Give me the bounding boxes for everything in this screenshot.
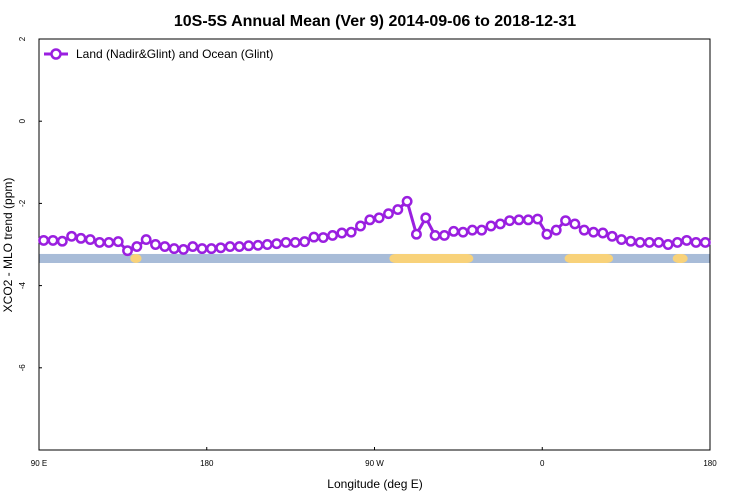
data-point — [588, 226, 599, 238]
data-point — [299, 236, 311, 248]
data-point — [355, 220, 366, 232]
data-point — [373, 212, 385, 224]
data-point — [47, 234, 59, 246]
y-axis: 2 0 -2 -4 -6 — [18, 36, 42, 371]
data-point — [289, 236, 301, 248]
y-tick-label: -4 — [18, 281, 27, 289]
x-tick-label: 90 E — [31, 459, 47, 468]
data-point — [560, 215, 571, 227]
data-point — [243, 240, 255, 252]
data-point — [168, 243, 180, 255]
data-point — [364, 214, 376, 226]
data-point — [140, 234, 152, 246]
data-point — [699, 236, 711, 248]
data-point — [494, 218, 506, 230]
chart-title: 10S-5S Annual Mean (Ver 9) 2014-09-06 to… — [174, 13, 576, 30]
x-axis: 90 E 180 90 W 0 180 — [31, 447, 717, 468]
data-point — [131, 241, 143, 253]
x-tick-label: 180 — [200, 459, 214, 468]
data-point — [457, 226, 469, 238]
x-axis-label: Longitude (deg E) — [327, 477, 422, 491]
data-point — [122, 245, 133, 257]
data-point — [112, 236, 124, 248]
data-point — [616, 234, 627, 246]
data-point — [550, 224, 562, 236]
data-point — [308, 231, 320, 243]
data-point — [597, 227, 609, 239]
map-land-patch — [389, 253, 474, 263]
data-point — [327, 230, 339, 241]
map-land-patch — [672, 253, 688, 263]
data-point — [671, 236, 683, 248]
y-tick-label: -6 — [18, 364, 27, 372]
data-point — [569, 218, 581, 230]
data-point — [336, 227, 348, 239]
data-point — [84, 234, 96, 246]
data-point — [215, 242, 227, 254]
data-point — [383, 208, 394, 220]
data-point — [75, 232, 87, 244]
x-tick-label: 180 — [703, 459, 717, 468]
map-strip — [39, 253, 710, 263]
data-point — [410, 228, 422, 240]
data-point — [205, 243, 217, 255]
data-point — [233, 241, 245, 253]
data-point — [578, 224, 590, 236]
data-point — [420, 212, 432, 224]
data-point — [261, 239, 273, 250]
data-point — [653, 236, 665, 248]
data-point — [317, 232, 329, 243]
data-point — [541, 228, 553, 240]
data-point — [150, 239, 161, 250]
legend-marker — [50, 48, 62, 60]
data-series — [38, 195, 711, 257]
data-point — [38, 234, 50, 246]
data-point — [625, 235, 637, 247]
data-point — [94, 236, 106, 248]
data-point — [513, 214, 525, 226]
x-tick-label: 90 W — [365, 459, 384, 468]
data-point — [485, 220, 497, 232]
map-ocean-band — [39, 253, 710, 263]
data-point — [392, 204, 404, 216]
data-point — [401, 195, 413, 207]
data-point — [662, 239, 674, 250]
data-point — [224, 241, 236, 253]
x-tick-label: 0 — [540, 459, 545, 468]
legend-label: Land (Nadir&Glint) and Ocean (Glint) — [76, 47, 273, 61]
data-point — [271, 238, 283, 250]
map-land-patch — [130, 253, 142, 263]
data-point — [634, 236, 646, 248]
data-point — [532, 213, 544, 225]
data-point — [429, 230, 441, 241]
data-point — [56, 235, 68, 247]
data-point — [681, 234, 693, 246]
data-point — [66, 230, 78, 242]
data-point — [280, 236, 292, 248]
data-point — [103, 236, 115, 248]
data-point — [504, 215, 516, 227]
data-point — [448, 225, 460, 237]
y-axis-label: XCO2 - MLO trend (ppm) — [1, 178, 15, 313]
data-point — [187, 241, 199, 253]
data-point — [643, 236, 655, 248]
legend: Land (Nadir&Glint) and Ocean (Glint) — [44, 47, 273, 61]
data-point — [522, 214, 534, 226]
y-tick-label: -2 — [18, 199, 27, 207]
data-point — [466, 224, 478, 236]
data-point — [476, 224, 488, 236]
data-point — [438, 230, 450, 241]
data-point — [690, 236, 702, 248]
data-point — [196, 243, 208, 255]
data-point — [345, 226, 357, 238]
data-point — [178, 243, 189, 255]
data-point — [252, 239, 264, 251]
data-point — [159, 241, 171, 253]
data-point — [606, 230, 618, 242]
y-tick-label: 0 — [18, 118, 27, 123]
y-tick-label: 2 — [18, 36, 27, 41]
map-land-patch — [564, 253, 614, 263]
